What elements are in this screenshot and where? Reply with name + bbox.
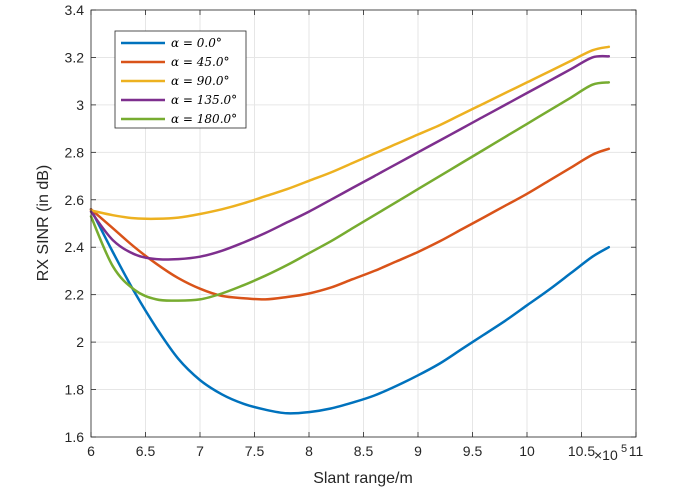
series-line-4 <box>89 81 611 302</box>
legend-label-2: α = 90.0° <box>171 74 230 88</box>
y-tick-label: 2.6 <box>65 192 85 208</box>
legend-label-1: α = 45.0° <box>171 55 230 69</box>
series-line-2 <box>89 45 611 221</box>
x-tick-label: 9 <box>414 443 422 459</box>
x-exponent-base: ×10 <box>594 447 618 463</box>
x-tick-label: 6.5 <box>136 443 156 459</box>
legend-box <box>114 30 247 129</box>
x-exponent: ×10 5 <box>594 443 627 463</box>
y-tick-label: 2.8 <box>65 144 85 160</box>
series-line-0 <box>89 208 611 415</box>
x-tick-label: 8 <box>305 443 313 459</box>
series-line-1 <box>89 147 611 301</box>
y-tick-label: 3.4 <box>65 2 85 18</box>
y-tick-label: 2.4 <box>65 239 85 255</box>
y-axis-label: RX SINR (in dB) <box>35 165 52 281</box>
y-tick-labels: 1.6 1.8 2 2.2 2.4 2.6 2.8 3 3.2 3.4 <box>65 2 85 445</box>
legend: α = 0.0° α = 45.0° α = 90.0° α = 135.0° α = … <box>114 30 247 129</box>
x-tick-label: 7 <box>196 443 204 459</box>
legend-label-3: α = 135.0° <box>171 93 237 107</box>
x-tick-label: 9.5 <box>463 443 483 459</box>
y-tick-label: 2 <box>76 334 84 350</box>
y-tick-label: 3.2 <box>65 49 85 65</box>
x-tick-label: 11 <box>629 443 644 459</box>
x-tick-label: 10.5 <box>568 443 595 459</box>
y-tick-label: 2.2 <box>65 287 85 303</box>
x-tick-label: 6 <box>87 443 95 459</box>
x-tick-label: 7.5 <box>245 443 265 459</box>
x-axis-label: Slant range/m <box>313 470 413 487</box>
x-tick-labels: 6 6.5 7 7.5 8 8.5 9 9.5 10 10.5 11 <box>87 443 643 459</box>
series-lines <box>89 45 611 415</box>
legend-label-0: α = 0.0° <box>171 36 222 50</box>
axis-ticks <box>90 9 637 438</box>
y-tick-label: 1.8 <box>65 382 85 398</box>
y-tick-label: 1.6 <box>65 429 85 445</box>
x-tick-label: 8.5 <box>354 443 374 459</box>
x-tick-label: 10 <box>519 443 535 459</box>
series-line-3 <box>89 54 611 261</box>
y-tick-label: 3 <box>76 97 84 113</box>
legend-label-4: α = 180.0° <box>171 112 237 126</box>
x-exponent-power: 5 <box>621 443 627 455</box>
